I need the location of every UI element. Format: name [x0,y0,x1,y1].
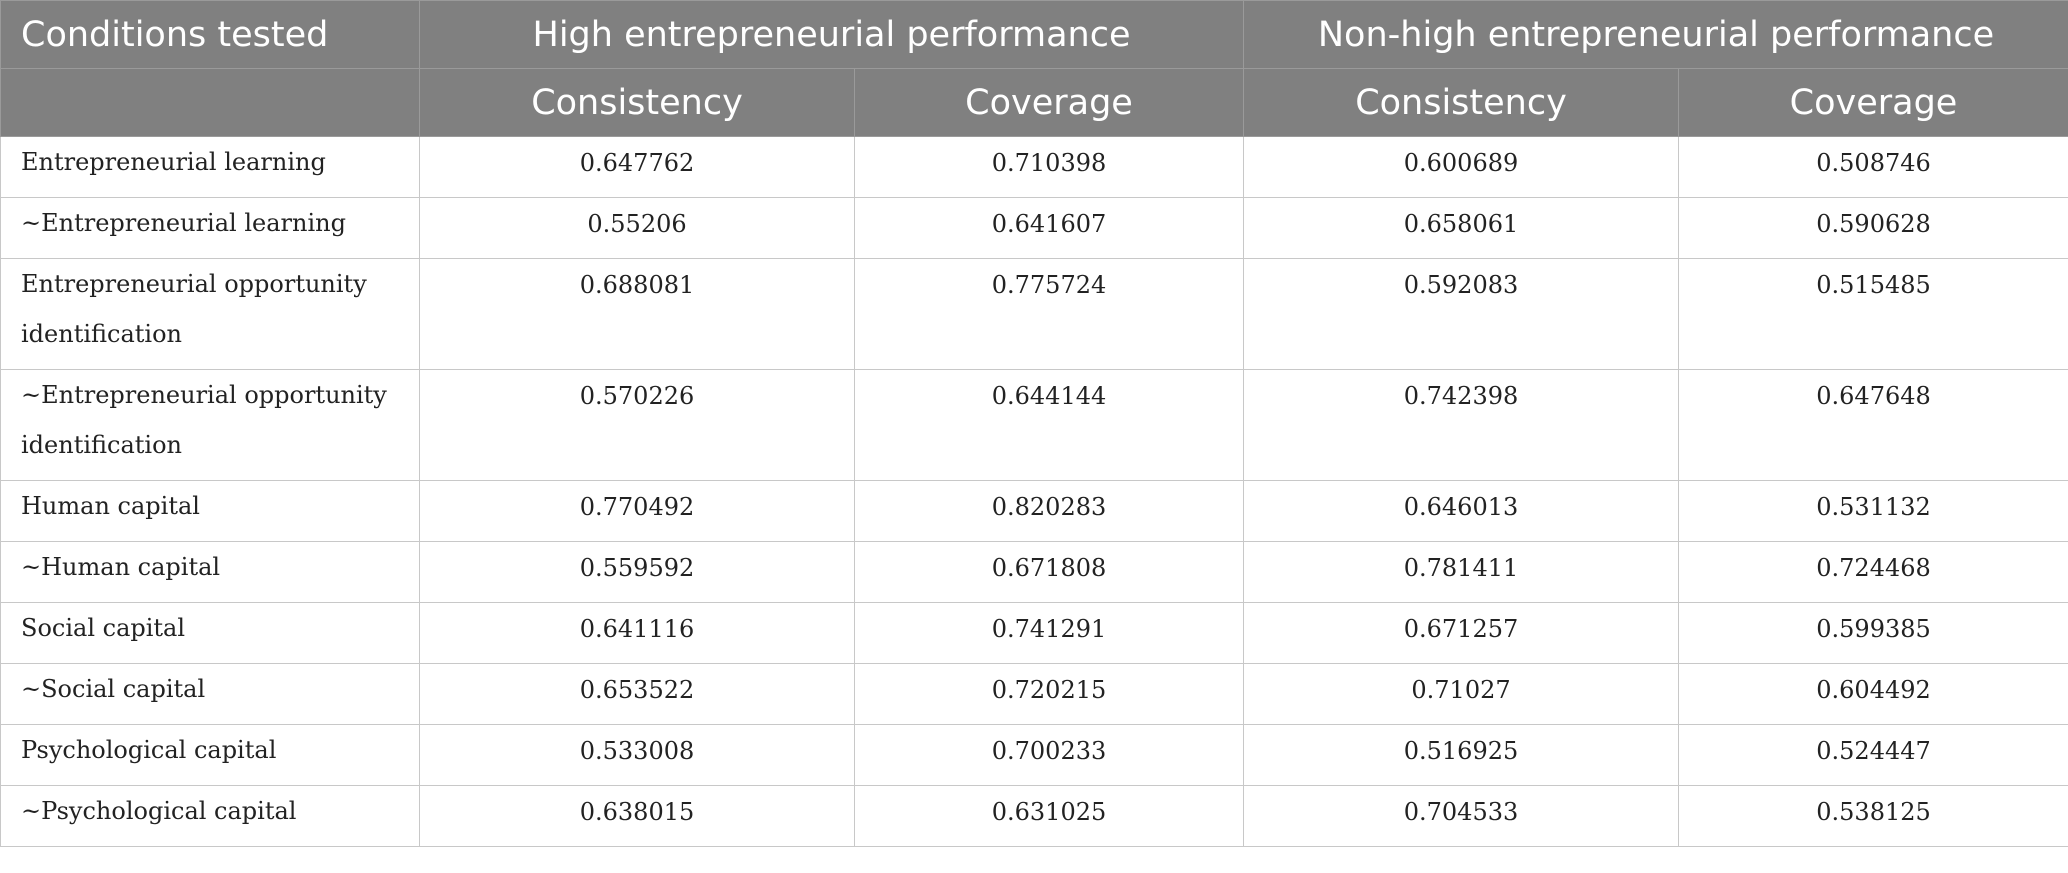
high-coverage-cell: 0.644144 [854,369,1244,481]
table-row: ~Social capital 0.653522 0.720215 0.7102… [0,663,2068,725]
high-coverage-cell: 0.710398 [854,136,1244,198]
table-row: ~Psychological capital 0.638015 0.631025… [0,785,2068,847]
table-row: Human capital 0.770492 0.820283 0.646013… [0,480,2068,542]
nonhigh-consistency-cell: 0.646013 [1243,480,1679,542]
table-row: ~Entrepreneurial opportunity identificat… [0,369,2068,481]
nonhigh-coverage-cell: 0.538125 [1677,785,2068,847]
header-group-high: High entrepreneurial performance [419,0,1244,69]
table-row: Entrepreneurial learning 0.647762 0.7103… [0,136,2068,198]
high-consistency-cell: 0.559592 [419,541,855,603]
high-coverage-cell: 0.741291 [854,602,1244,664]
nonhigh-coverage-cell: 0.647648 [1677,369,2068,481]
high-coverage-cell: 0.700233 [854,724,1244,786]
table-header: Conditions tested High entrepreneurial p… [0,0,2068,137]
nonhigh-coverage-cell: 0.531132 [1677,480,2068,542]
table-row: Psychological capital 0.533008 0.700233 … [0,724,2068,786]
condition-cell: ~Psychological capital [0,785,420,847]
high-consistency-cell: 0.55206 [419,197,855,259]
table-row: Social capital 0.641116 0.741291 0.67125… [0,602,2068,664]
table-row: ~Human capital 0.559592 0.671808 0.78141… [0,541,2068,603]
high-consistency-cell: 0.647762 [419,136,855,198]
high-consistency-cell: 0.770492 [419,480,855,542]
high-coverage-cell: 0.720215 [854,663,1244,725]
nonhigh-consistency-cell: 0.600689 [1243,136,1679,198]
condition-cell: ~Entrepreneurial opportunity identificat… [0,369,420,481]
nonhigh-coverage-cell: 0.515485 [1677,258,2068,370]
high-consistency-cell: 0.641116 [419,602,855,664]
results-table: Conditions tested High entrepreneurial p… [0,0,2068,847]
condition-cell: Human capital [0,480,420,542]
header-high-coverage: Coverage [854,68,1244,137]
nonhigh-consistency-cell: 0.71027 [1243,663,1679,725]
condition-cell: Social capital [0,602,420,664]
high-consistency-cell: 0.688081 [419,258,855,370]
nonhigh-consistency-cell: 0.658061 [1243,197,1679,259]
header-nonhigh-consistency: Consistency [1243,68,1679,137]
high-coverage-cell: 0.671808 [854,541,1244,603]
header-nonhigh-coverage: Coverage [1677,68,2068,137]
condition-cell: Psychological capital [0,724,420,786]
table-row: Entrepreneurial opportunity identificati… [0,258,2068,370]
condition-cell: ~Human capital [0,541,420,603]
nonhigh-coverage-cell: 0.599385 [1677,602,2068,664]
header-row-groups: Conditions tested High entrepreneurial p… [0,0,2068,69]
nonhigh-coverage-cell: 0.524447 [1677,724,2068,786]
condition-cell: ~Entrepreneurial learning [0,197,420,259]
nonhigh-coverage-cell: 0.604492 [1677,663,2068,725]
high-consistency-cell: 0.533008 [419,724,855,786]
header-empty-cell [0,68,420,137]
condition-cell: ~Social capital [0,663,420,725]
condition-cell: Entrepreneurial opportunity identificati… [0,258,420,370]
header-high-consistency: Consistency [419,68,855,137]
table-row: ~Entrepreneurial learning 0.55206 0.6416… [0,197,2068,259]
nonhigh-consistency-cell: 0.671257 [1243,602,1679,664]
nonhigh-coverage-cell: 0.508746 [1677,136,2068,198]
nonhigh-consistency-cell: 0.704533 [1243,785,1679,847]
nonhigh-coverage-cell: 0.724468 [1677,541,2068,603]
nonhigh-consistency-cell: 0.592083 [1243,258,1679,370]
condition-cell: Entrepreneurial learning [0,136,420,198]
header-conditions-tested: Conditions tested [0,0,420,69]
high-consistency-cell: 0.638015 [419,785,855,847]
high-coverage-cell: 0.820283 [854,480,1244,542]
high-coverage-cell: 0.641607 [854,197,1244,259]
high-consistency-cell: 0.653522 [419,663,855,725]
nonhigh-consistency-cell: 0.742398 [1243,369,1679,481]
header-row-metrics: Consistency Coverage Consistency Coverag… [0,68,2068,137]
nonhigh-consistency-cell: 0.516925 [1243,724,1679,786]
table-body: Entrepreneurial learning 0.647762 0.7103… [0,136,2068,847]
nonhigh-consistency-cell: 0.781411 [1243,541,1679,603]
high-consistency-cell: 0.570226 [419,369,855,481]
high-coverage-cell: 0.775724 [854,258,1244,370]
nonhigh-coverage-cell: 0.590628 [1677,197,2068,259]
header-group-nonhigh: Non-high entrepreneurial performance [1242,0,2068,69]
high-coverage-cell: 0.631025 [854,785,1244,847]
